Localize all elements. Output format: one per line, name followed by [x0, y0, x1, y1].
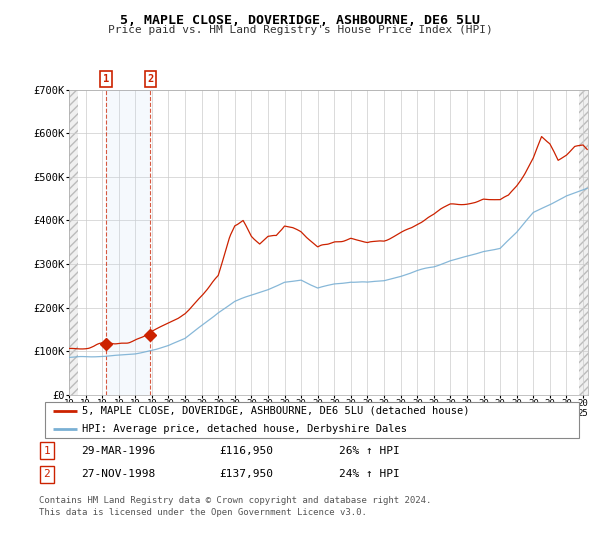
Bar — [106, 90, 151, 395]
Text: 2: 2 — [147, 74, 154, 84]
Text: Price paid vs. HM Land Registry's House Price Index (HPI): Price paid vs. HM Land Registry's House … — [107, 25, 493, 35]
Text: 24% ↑ HPI: 24% ↑ HPI — [339, 469, 400, 479]
Text: Contains HM Land Registry data © Crown copyright and database right 2024.
This d: Contains HM Land Registry data © Crown c… — [39, 496, 431, 517]
Text: 1: 1 — [103, 74, 109, 84]
Text: 2: 2 — [43, 469, 50, 479]
Text: 1: 1 — [43, 446, 50, 456]
Text: HPI: Average price, detached house, Derbyshire Dales: HPI: Average price, detached house, Derb… — [83, 424, 407, 434]
Bar — [69, 90, 78, 395]
Text: 5, MAPLE CLOSE, DOVERIDGE, ASHBOURNE, DE6 5LU (detached house): 5, MAPLE CLOSE, DOVERIDGE, ASHBOURNE, DE… — [83, 406, 470, 416]
Text: £116,950: £116,950 — [219, 446, 273, 456]
FancyBboxPatch shape — [45, 402, 580, 438]
Text: 26% ↑ HPI: 26% ↑ HPI — [339, 446, 400, 456]
Text: 5, MAPLE CLOSE, DOVERIDGE, ASHBOURNE, DE6 5LU: 5, MAPLE CLOSE, DOVERIDGE, ASHBOURNE, DE… — [120, 14, 480, 27]
Text: 29-MAR-1996: 29-MAR-1996 — [81, 446, 155, 456]
Text: 27-NOV-1998: 27-NOV-1998 — [81, 469, 155, 479]
Bar — [579, 90, 588, 395]
Text: £137,950: £137,950 — [219, 469, 273, 479]
